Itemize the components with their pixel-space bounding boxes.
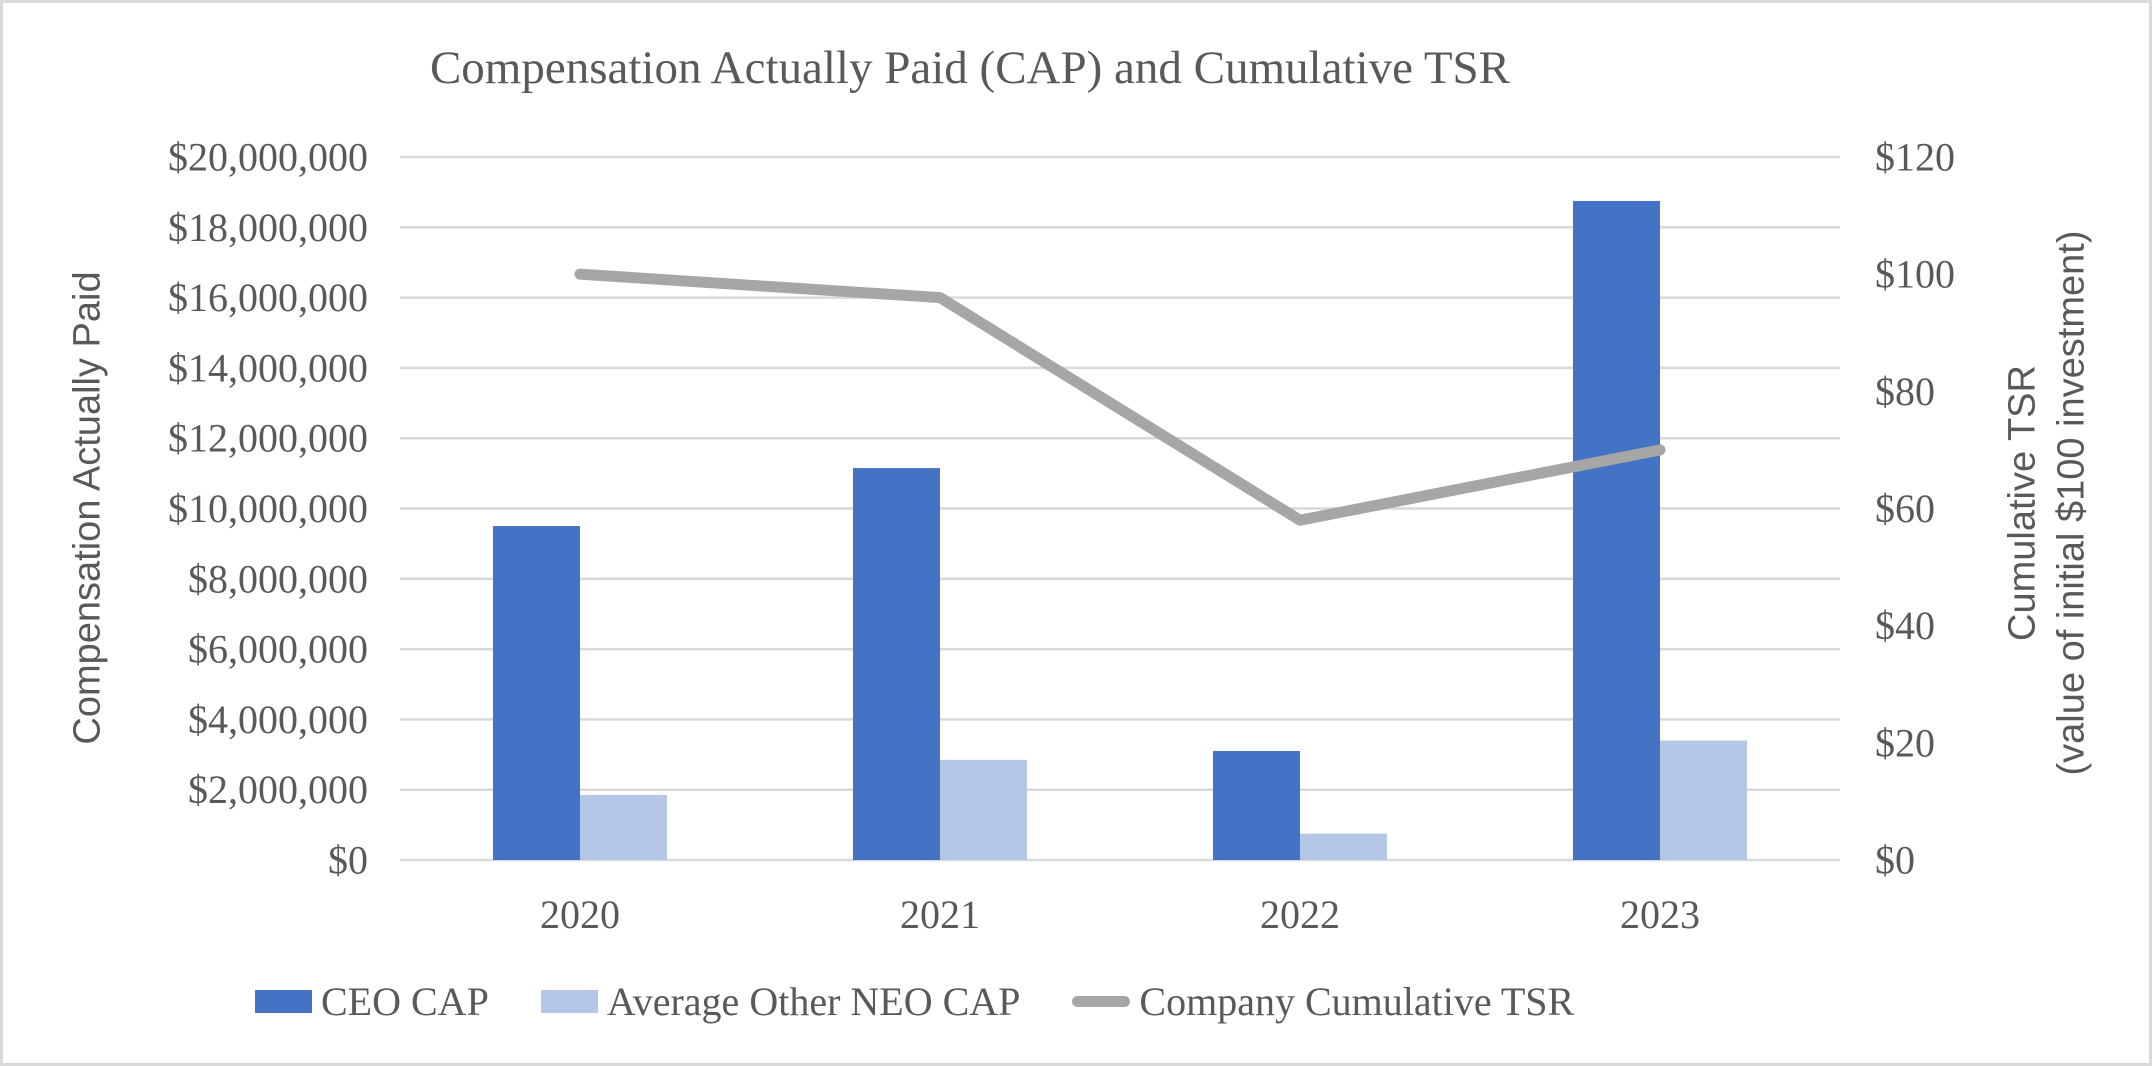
ceo-cap-bar-2023 (1573, 200, 1660, 860)
right-axis-tick-label: $60 (1875, 486, 1935, 531)
legend-item-avg-neo-cap: Average Other NEO CAP (540, 978, 1021, 1025)
left-axis-tick-label: $14,000,000 (168, 345, 368, 390)
average-other-neo-cap-bar-2022 (1300, 833, 1387, 860)
right-axis-tick-label: $120 (1875, 135, 1955, 180)
left-axis-tick-label: $12,000,000 (168, 416, 368, 461)
right-axis-tick-label: $20 (1875, 720, 1935, 765)
x-axis-label-2023: 2023 (1620, 892, 1700, 937)
x-axis-label-2021: 2021 (900, 892, 980, 937)
right-axis-tick-label: $100 (1875, 252, 1955, 297)
legend-item-ceo-cap: CEO CAP (255, 978, 489, 1025)
left-axis-tick-label: $18,000,000 (168, 205, 368, 250)
left-axis-tick-label: $0 (328, 838, 368, 883)
ceo-cap-bar-2021 (853, 468, 940, 860)
x-axis-label-2022: 2022 (1260, 892, 1340, 937)
legend-label-cumulative-tsr: Company Cumulative TSR (1139, 978, 1575, 1024)
legend-item-cumulative-tsr: Company Cumulative TSR (1072, 978, 1574, 1025)
right-axis-tick-label: $40 (1875, 603, 1935, 648)
left-axis-tick-label: $8,000,000 (188, 556, 368, 601)
chart-title: Compensation Actually Paid (CAP) and Cum… (429, 42, 1511, 94)
legend: CEO CAP Average Other NEO CAP Company Cu… (255, 975, 1574, 1027)
average-other-neo-cap-bar-2023 (1660, 740, 1747, 860)
company-cumulative-tsr-line (574, 268, 1666, 526)
x-axis-label-2020: 2020 (540, 892, 620, 937)
left-axis-tick-label: $16,000,000 (168, 275, 368, 320)
left-axis-tick-label: $2,000,000 (188, 767, 368, 812)
ceo-cap-bar-2022 (1213, 751, 1300, 860)
legend-swatch-avg-neo-cap-icon (540, 989, 598, 1013)
left-axis-tick-label: $10,000,000 (168, 486, 368, 531)
ceo-cap-bar-2020 (493, 526, 580, 860)
left-axis-tick-label: $20,000,000 (168, 135, 368, 180)
average-other-neo-cap-bar-2020 (580, 794, 667, 860)
plot-area: $20,000,000 $18,000,000 $16,000,000 $14,000… (168, 135, 1955, 938)
legend-label-avg-neo-cap: Average Other NEO CAP (606, 978, 1021, 1024)
average-other-neo-cap-bar-2021 (940, 759, 1027, 860)
right-axis-tick-label: $80 (1875, 369, 1935, 414)
left-axis-tick-label: $4,000,000 (188, 697, 368, 742)
legend-swatch-cumulative-tsr-icon (1072, 995, 1131, 1007)
legend-label-ceo-cap: CEO CAP (321, 978, 489, 1024)
right-axis-tick-label: $0 (1875, 838, 1915, 883)
legend-swatch-ceo-cap-icon (255, 989, 312, 1013)
left-axis-tick-label: $6,000,000 (188, 627, 368, 672)
